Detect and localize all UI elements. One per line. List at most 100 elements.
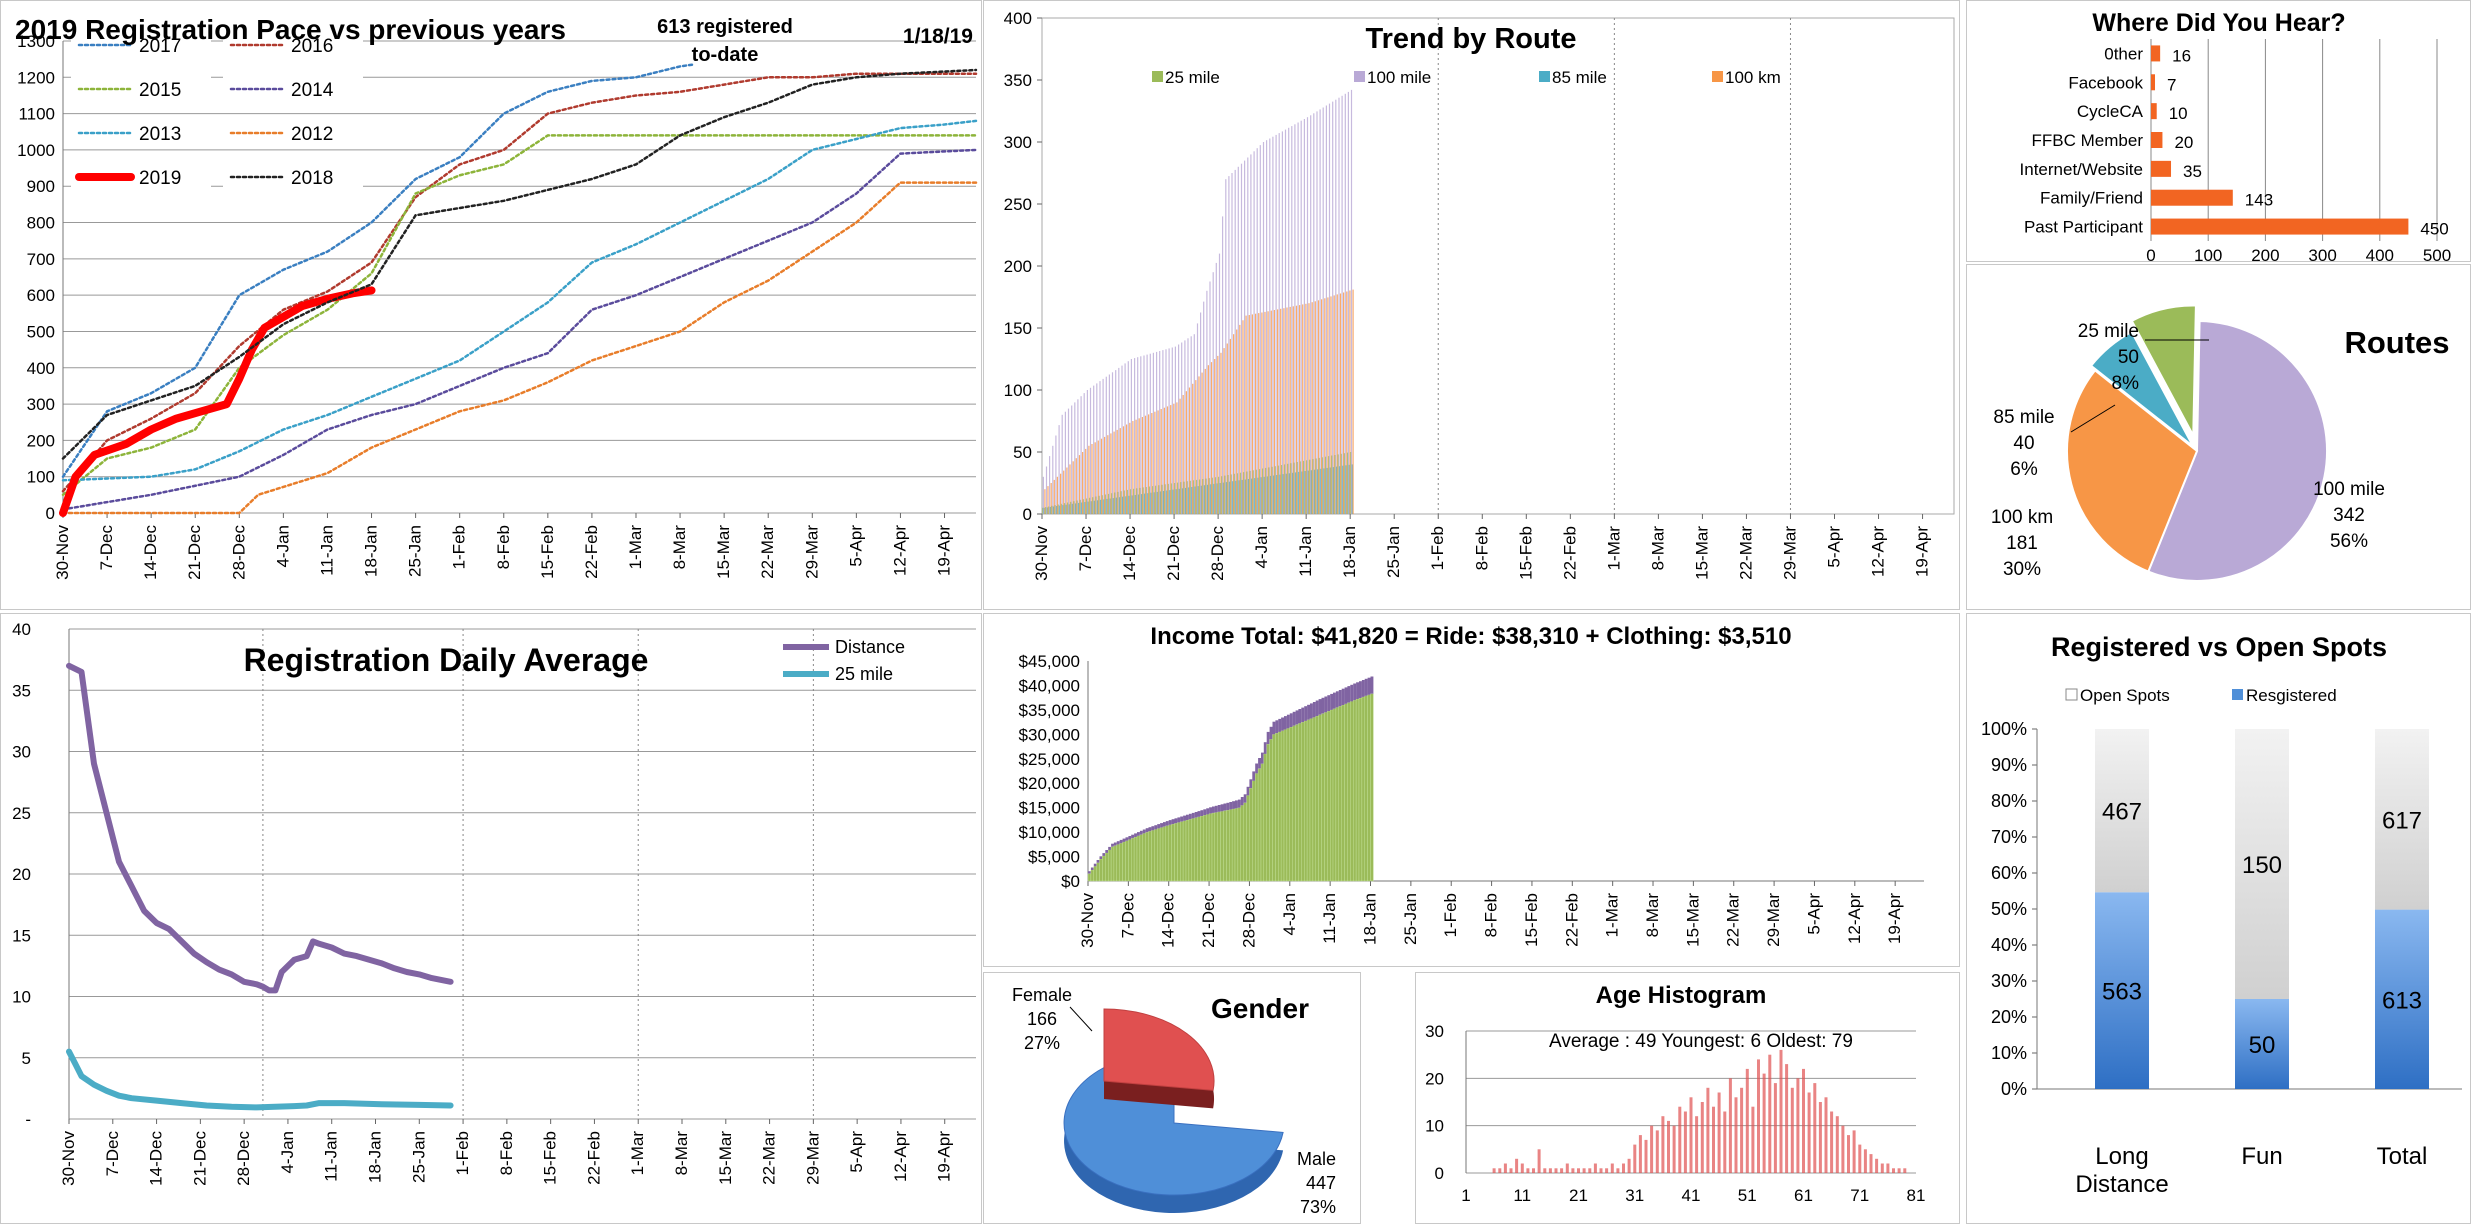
age-bar — [1492, 1168, 1496, 1173]
bar-Ride — [1278, 731, 1282, 882]
bar-85 mile — [1052, 506, 1055, 514]
bar-85 mile — [1317, 469, 1319, 514]
bar-Clothing — [1307, 704, 1310, 720]
bar-Clothing — [1180, 816, 1184, 822]
x-tick-label: 8-Mar — [672, 1131, 691, 1176]
bar-Ride — [1318, 714, 1322, 882]
bar-Clothing — [1364, 678, 1368, 696]
age-bar — [1813, 1083, 1817, 1173]
y-tick-label: 100% — [1981, 719, 2027, 739]
x-tick-label: 5-Apr — [1824, 526, 1843, 568]
bar-100 mile — [1300, 120, 1302, 514]
bar-25 mile — [1347, 452, 1349, 514]
category-label: Fun — [2241, 1143, 2282, 1170]
bar-Ride — [1211, 812, 1216, 882]
bar-100 mile — [1074, 402, 1076, 514]
bar-85 mile — [1235, 480, 1237, 514]
bar-25 mile — [1287, 463, 1289, 514]
y-tick-label: 200 — [1004, 257, 1032, 276]
age-bar — [1610, 1163, 1614, 1173]
age-bar — [1762, 1073, 1766, 1173]
bar-25 mile — [1343, 453, 1346, 514]
bar-100 mile — [1055, 435, 1057, 514]
bar-25 mile — [1133, 488, 1135, 514]
bar-Clothing — [1151, 826, 1155, 831]
category-label: Internet/Website — [2020, 160, 2143, 179]
y-tick-label: 300 — [27, 395, 55, 414]
data-label: 450 — [2420, 220, 2448, 239]
bar-25 mile — [1089, 497, 1091, 514]
age-bar — [1903, 1168, 1907, 1173]
y-tick-label: - — [25, 1110, 31, 1129]
bar-Clothing — [1168, 820, 1172, 825]
age-panel: 0 10 20 30 1 11 21 31 41 51 61 71 81 Age Histogram Ave… — [1415, 972, 1960, 1224]
bar-Clothing — [1148, 827, 1152, 832]
bar-100 km — [1056, 476, 1058, 514]
bar-100 km — [1166, 406, 1169, 514]
legend-label: 100 mile — [1367, 68, 1431, 87]
bar-100 km — [1333, 295, 1335, 514]
y-tick-label: 10% — [1991, 1043, 2027, 1063]
bar-25 mile — [1123, 490, 1125, 514]
bar-25 mile — [1315, 458, 1317, 514]
age-bar — [1830, 1111, 1834, 1173]
bar-100 mile — [1281, 131, 1283, 514]
age-bar — [1560, 1168, 1564, 1173]
bar-25 mile — [1174, 483, 1176, 514]
bar-100 mile — [1218, 253, 1221, 514]
bar-100 mile — [1061, 414, 1063, 514]
bar-Clothing — [1160, 823, 1163, 828]
y-tick-label: $10,000 — [1019, 823, 1080, 842]
bar-100 mile — [1086, 390, 1088, 514]
bar-Clothing — [1232, 801, 1235, 809]
bar-Clothing — [1258, 758, 1261, 769]
x-tick-label: 11-Jan — [317, 525, 336, 576]
bar-Clothing — [1183, 815, 1186, 821]
bar-Ride — [1309, 718, 1314, 882]
age-bar — [1627, 1158, 1631, 1173]
bar-Clothing — [1284, 716, 1287, 730]
x-tick-label: 12-Apr — [891, 1131, 910, 1182]
daily-avg-chart: - 5 10 15 20 25 30 35 40 30-Nov 7-Dec 14-Dec 21-Dec 2… — [12, 620, 976, 1186]
bar-85 mile — [1323, 468, 1325, 514]
x-tick-label: 12-Apr — [1845, 893, 1864, 944]
age-bar — [1892, 1168, 1895, 1173]
bar-Clothing — [1278, 718, 1282, 732]
slice-label: 100 mile — [2313, 479, 2385, 500]
bar-85 mile — [1213, 483, 1215, 514]
bar-Ride — [1249, 787, 1253, 882]
age-bar — [1751, 1106, 1755, 1173]
y-tick-label: 250 — [1004, 195, 1032, 214]
hear-chart: 0 100 200 300 400 500 0ther 16 Facebook 7 CycleCA 1… — [2020, 9, 2452, 261]
chart-title: 2019 Registration Pace vs previous years — [15, 14, 566, 45]
age-bar — [1875, 1158, 1879, 1173]
bar-85 mile — [1141, 494, 1143, 514]
bar-Ride — [1188, 818, 1192, 882]
bar-100 km — [1283, 308, 1285, 514]
bar-Ride — [1171, 823, 1175, 882]
bar-100 mile — [1253, 151, 1255, 515]
bar-25 mile — [1130, 489, 1132, 514]
bar-100 mile — [1335, 99, 1337, 514]
bar-85 mile — [1285, 473, 1287, 514]
bar-100 km — [1122, 426, 1125, 514]
bar-100 km — [1292, 306, 1294, 514]
bar-85 mile — [1185, 487, 1187, 514]
bar-Ride — [1099, 858, 1103, 882]
bar-0ther — [2151, 45, 2161, 62]
bar-85 mile — [1273, 475, 1275, 514]
slice-label: 30% — [2003, 559, 2041, 580]
category-label: Past Participant — [2024, 218, 2143, 237]
age-bar — [1532, 1168, 1535, 1173]
slice-label: 73% — [1300, 1197, 1336, 1217]
bar-25 mile — [1202, 479, 1204, 514]
bar-Clothing — [1367, 677, 1371, 695]
slice-label: 85 mile — [1993, 407, 2054, 428]
bar-100 km — [1185, 391, 1187, 514]
bar-100 km — [1179, 398, 1181, 514]
bar-25 mile — [1211, 477, 1213, 514]
bar-100 km — [1053, 479, 1055, 514]
bar-100 km — [1157, 410, 1159, 514]
bar-85 mile — [1276, 475, 1278, 514]
data-label: 563 — [2102, 979, 2142, 1006]
